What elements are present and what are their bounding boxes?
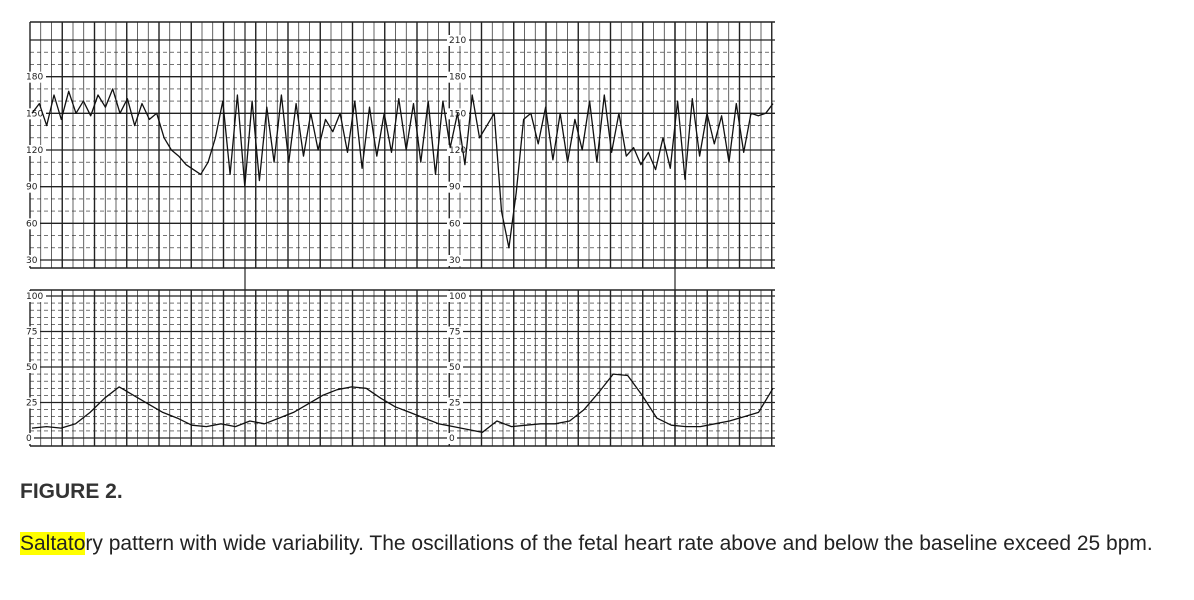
scale-label-background [24,71,46,83]
fhr-tick-label: 210 [449,36,466,46]
fhr-tick-label: 120 [449,146,466,156]
scale-label-background [24,218,40,230]
scale-label-background [447,362,463,373]
scale-label-background [24,362,40,373]
fhr-tick-label: 30 [26,256,38,266]
fhr-tick-label: 90 [449,183,461,193]
figure-caption: Saltatory pattern with wide variability.… [20,528,1170,559]
ua-tick-label: 50 [26,363,38,373]
scale-label-background [447,397,463,409]
fhr-tick-label: 60 [26,219,38,229]
scale-label-background [447,145,469,156]
uterine-activity-trace [31,373,774,433]
scale-label-background [447,255,463,266]
scale-label-background [24,433,34,444]
figure-title: FIGURE 2. [20,480,123,503]
fhr-tick-label: 180 [26,73,43,83]
caption-text: ry pattern with wide variability. The os… [85,532,1153,555]
scale-label-background [24,397,40,409]
scale-label-background [24,181,40,193]
scale-label-background [24,326,40,338]
scale-label-background [447,291,469,302]
ua-tick-label: 50 [449,363,461,373]
ua-tick-label: 0 [26,434,32,444]
ua-tick-label: 0 [449,434,455,444]
scale-label-background [447,218,463,230]
ua-tick-label: 100 [449,292,466,302]
fhr-tick-label: 60 [449,219,461,229]
scale-label-background [447,326,463,338]
scale-label-background [447,181,463,193]
ctg-paper-background [30,22,775,446]
scale-label-background [447,433,457,444]
scale-label-background [24,291,46,302]
scale-label-background [24,108,46,120]
ua-tick-label: 25 [449,399,460,409]
fhr-tick-label: 180 [449,73,466,83]
fhr-tick-label: 30 [449,256,461,266]
fhr-tick-label: 90 [26,183,38,193]
scale-label-background [24,255,40,266]
caption-highlighted-text: Saltato [20,532,86,555]
scale-label-background [24,145,46,156]
ctg-grid [29,21,775,447]
ua-tick-label: 100 [26,292,43,302]
fetal-heart-rate-trace [31,88,774,249]
scale-label-background [447,71,469,83]
ua-tick-label: 75 [449,328,460,338]
fhr-tick-label: 150 [26,109,43,119]
scale-label-background [447,35,469,46]
ua-tick-label: 75 [26,328,37,338]
ua-tick-label: 25 [26,399,37,409]
fhr-tick-label: 120 [26,146,43,156]
